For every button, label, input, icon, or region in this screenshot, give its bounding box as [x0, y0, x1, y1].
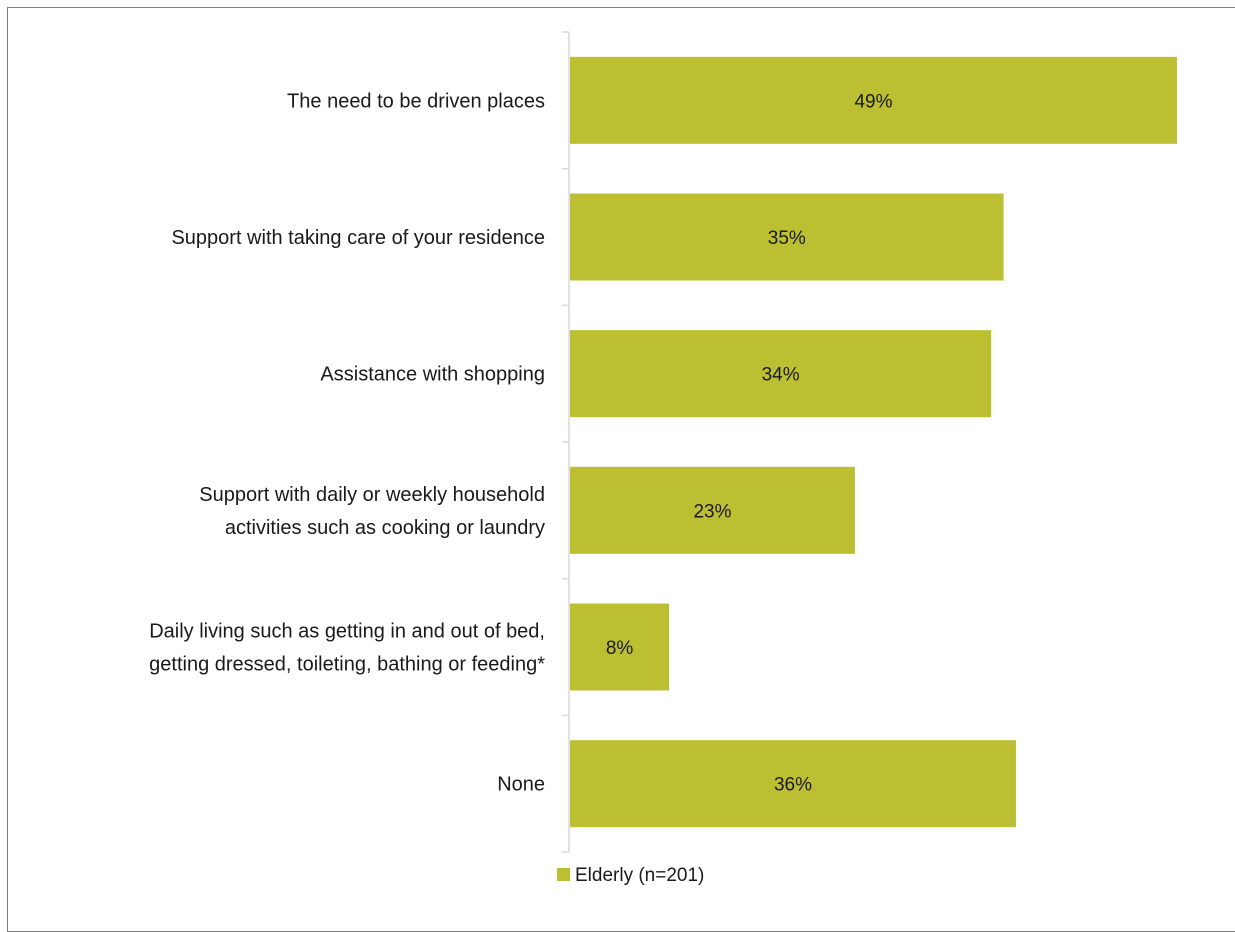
- category-label: activities such as cooking or laundry: [225, 517, 545, 539]
- bar-value-label: 35%: [768, 228, 806, 249]
- category-label: getting dressed, toileting, bathing or f…: [149, 654, 545, 676]
- category-label: Support with taking care of your residen…: [171, 227, 545, 249]
- legend-label: Elderly (n=201): [575, 865, 704, 886]
- bar-value-label: 49%: [854, 91, 892, 112]
- category-label: Assistance with shopping: [320, 364, 545, 386]
- bar-value-label: 34%: [762, 365, 800, 386]
- legend: Elderly (n=201): [557, 865, 704, 886]
- category-label: None: [497, 774, 545, 796]
- bar-value-label: 23%: [693, 501, 731, 522]
- legend-swatch: [557, 868, 570, 881]
- category-label: Daily living such as getting in and out …: [149, 621, 545, 643]
- category-label: The need to be driven places: [287, 90, 545, 112]
- axis-layer: [562, 32, 569, 852]
- bar-value-label: 36%: [774, 775, 812, 796]
- bars-layer: [570, 57, 1177, 827]
- category-label: Support with daily or weekly household: [199, 484, 545, 506]
- bar-value-label: 8%: [606, 638, 634, 659]
